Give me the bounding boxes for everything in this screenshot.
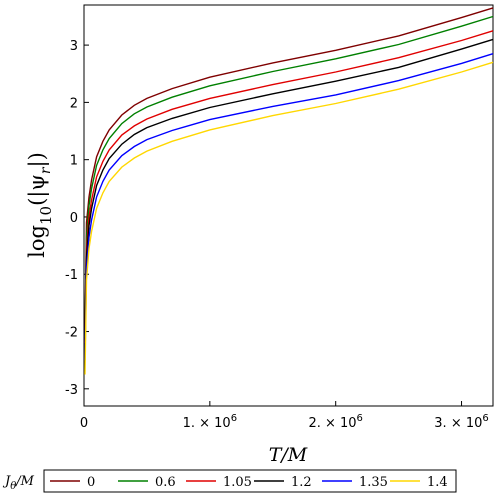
y-tick-label: 1 xyxy=(70,154,78,169)
legend-label: 0.6 xyxy=(155,475,176,490)
legend: Jθ/M 0 0.6 1.05 1.2 1.35 1.4 xyxy=(2,469,457,493)
legend-label: 1.4 xyxy=(427,475,448,490)
series-line-1.35 xyxy=(84,53,494,361)
series-line-1.05 xyxy=(84,30,494,344)
plot-frame xyxy=(83,4,494,407)
y-tick-label: 2 xyxy=(70,96,78,111)
series-line-1.2 xyxy=(84,38,494,349)
axis-ticks: -3 -2 -1 0 1 2 3 0 1. × 106 2. × 106 3. × 106 xyxy=(65,39,489,431)
y-tick-label: 3 xyxy=(70,39,78,54)
x-tick-label: 2. × 106 xyxy=(308,413,362,431)
legend-label: 1.2 xyxy=(291,475,312,490)
legend-label: 1.05 xyxy=(223,475,252,490)
legend-label: 1.35 xyxy=(359,475,388,490)
series-lines xyxy=(84,7,494,375)
x-tick-label: 3. × 106 xyxy=(434,413,488,431)
x-axis-title: T/M xyxy=(269,444,308,466)
y-tick-label: -3 xyxy=(65,383,78,398)
y-tick-label: -2 xyxy=(65,326,78,341)
series-line-0.6 xyxy=(84,15,494,338)
legend-title: Jθ/M xyxy=(2,474,35,492)
legend-box xyxy=(43,469,457,493)
legend-label: 0 xyxy=(87,475,95,490)
x-tick-label: 1. × 106 xyxy=(183,413,237,431)
series-line-0 xyxy=(84,7,494,332)
y-axis-title: log10(|ψr|) xyxy=(25,152,55,258)
y-tick-label: 0 xyxy=(70,211,78,226)
legend-items: 0 0.6 1.05 1.2 1.35 1.4 xyxy=(50,475,448,490)
y-tick-label: -1 xyxy=(65,268,78,283)
series-line-1.4 xyxy=(84,61,494,375)
x-tick-label: 0 xyxy=(80,416,88,431)
